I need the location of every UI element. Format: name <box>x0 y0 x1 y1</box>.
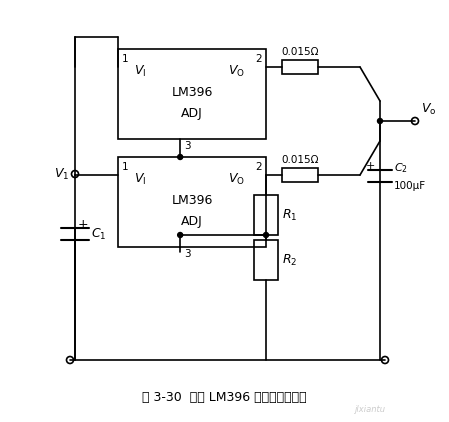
Bar <box>282 168 318 182</box>
Text: jlxiantu: jlxiantu <box>355 405 386 414</box>
Text: 图 3-30  两个 LM396 的并联应用电路: 图 3-30 两个 LM396 的并联应用电路 <box>142 391 306 404</box>
Text: $V_{\rm I}$: $V_{\rm I}$ <box>134 172 146 187</box>
Text: 1: 1 <box>122 54 128 64</box>
Bar <box>282 60 318 74</box>
Circle shape <box>378 119 383 124</box>
Text: $V_{\rm O}$: $V_{\rm O}$ <box>228 64 244 79</box>
Text: 100μF: 100μF <box>394 181 426 191</box>
Bar <box>254 240 278 280</box>
Text: LM396: LM396 <box>172 194 213 207</box>
Text: $V_{\rm 1}$: $V_{\rm 1}$ <box>54 166 69 181</box>
Bar <box>254 195 278 235</box>
Text: $R_{\rm 1}$: $R_{\rm 1}$ <box>282 208 297 222</box>
Text: ADJ: ADJ <box>181 107 203 120</box>
Text: 0.015Ω: 0.015Ω <box>281 47 319 57</box>
Text: $C_{\rm 2}$: $C_{\rm 2}$ <box>394 161 408 175</box>
Circle shape <box>382 357 388 363</box>
Text: +: + <box>365 161 375 171</box>
Text: 0.015Ω: 0.015Ω <box>281 155 319 165</box>
Circle shape <box>411 117 418 124</box>
Bar <box>118 49 266 139</box>
Circle shape <box>178 154 183 160</box>
Text: 3: 3 <box>184 249 191 259</box>
Text: $V_{\rm I}$: $V_{\rm I}$ <box>134 64 146 79</box>
Text: 2: 2 <box>255 162 262 172</box>
Text: 2: 2 <box>255 54 262 64</box>
Circle shape <box>264 233 269 238</box>
Bar <box>118 157 266 247</box>
Text: ADJ: ADJ <box>181 215 203 228</box>
Text: 3: 3 <box>184 141 191 151</box>
Text: $V_{\rm o}$: $V_{\rm o}$ <box>421 102 436 117</box>
Text: 1: 1 <box>122 162 128 172</box>
Text: $V_{\rm O}$: $V_{\rm O}$ <box>228 172 244 187</box>
Text: $C_{\rm 1}$: $C_{\rm 1}$ <box>91 227 106 241</box>
Circle shape <box>66 357 74 363</box>
Circle shape <box>178 233 183 238</box>
Circle shape <box>72 173 78 178</box>
Circle shape <box>71 170 79 178</box>
Text: LM396: LM396 <box>172 86 213 99</box>
Text: $R_{\rm 2}$: $R_{\rm 2}$ <box>282 252 297 268</box>
Text: +: + <box>78 217 88 230</box>
